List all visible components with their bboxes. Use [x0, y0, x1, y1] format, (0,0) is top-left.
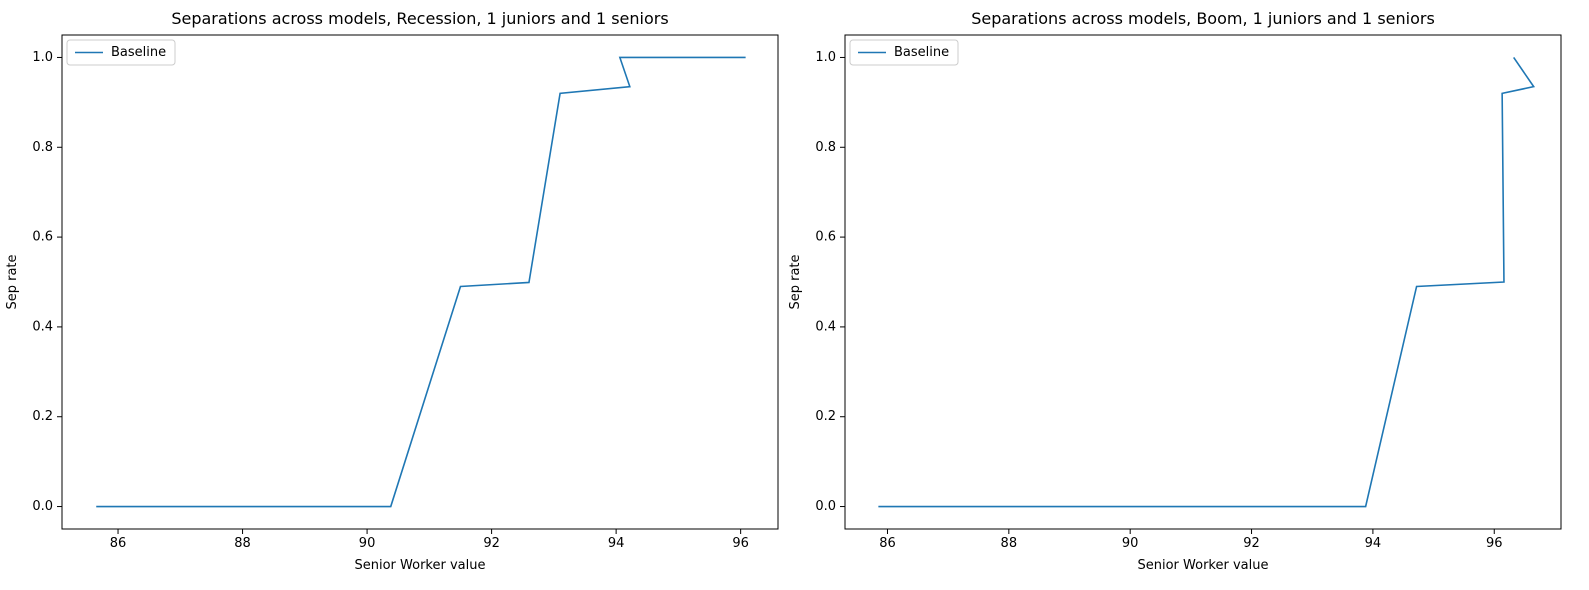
x-axis-label: Senior Worker value [1138, 558, 1269, 573]
series-line-1 [96, 56, 746, 508]
y-tick-label: 0.2 [32, 409, 53, 424]
plot-area-frame [844, 34, 1562, 530]
x-tick-label: 90 [359, 536, 376, 551]
y-tick-label: 0.6 [815, 230, 836, 245]
y-tick-label: 1.0 [32, 50, 53, 65]
chart-panel-2: Separations across models, Boom, 1 junio… [788, 9, 1562, 573]
y-axis-label: Sep rate [788, 254, 803, 309]
x-tick-label: 88 [234, 536, 251, 551]
chart-title: Separations across models, Boom, 1 junio… [971, 9, 1435, 28]
series-line-1 [878, 56, 1536, 508]
legend-label: Baseline [894, 45, 949, 60]
y-tick-label: 0.0 [32, 499, 53, 514]
legend-box [66, 39, 176, 66]
x-tick-label: 96 [1486, 536, 1503, 551]
x-tick-label: 88 [1001, 536, 1018, 551]
x-tick-label: 92 [1243, 536, 1260, 551]
x-axis-label: Senior Worker value [355, 558, 486, 573]
x-tick-label: 92 [483, 536, 500, 551]
y-tick-label: 0.4 [32, 319, 53, 334]
x-tick-label: 94 [1365, 536, 1382, 551]
y-tick-label: 1.0 [815, 50, 836, 65]
legend-box [849, 39, 959, 66]
y-tick-label: 0.4 [815, 319, 836, 334]
y-tick-label: 0.6 [32, 230, 53, 245]
chart-panel-1: Separations across models, Recession, 1 … [5, 9, 779, 573]
y-tick-label: 0.8 [815, 140, 836, 155]
y-axis-label: Sep rate [5, 254, 20, 309]
plot-area-frame [61, 34, 779, 530]
x-tick-label: 96 [732, 536, 749, 551]
x-tick-label: 90 [1122, 536, 1139, 551]
y-tick-label: 0.0 [815, 499, 836, 514]
legend-label: Baseline [111, 45, 166, 60]
y-tick-label: 0.2 [815, 409, 836, 424]
x-tick-label: 94 [608, 536, 625, 551]
chart-title: Separations across models, Recession, 1 … [171, 9, 668, 28]
x-tick-label: 86 [879, 536, 896, 551]
y-tick-label: 0.8 [32, 140, 53, 155]
x-tick-label: 86 [110, 536, 127, 551]
